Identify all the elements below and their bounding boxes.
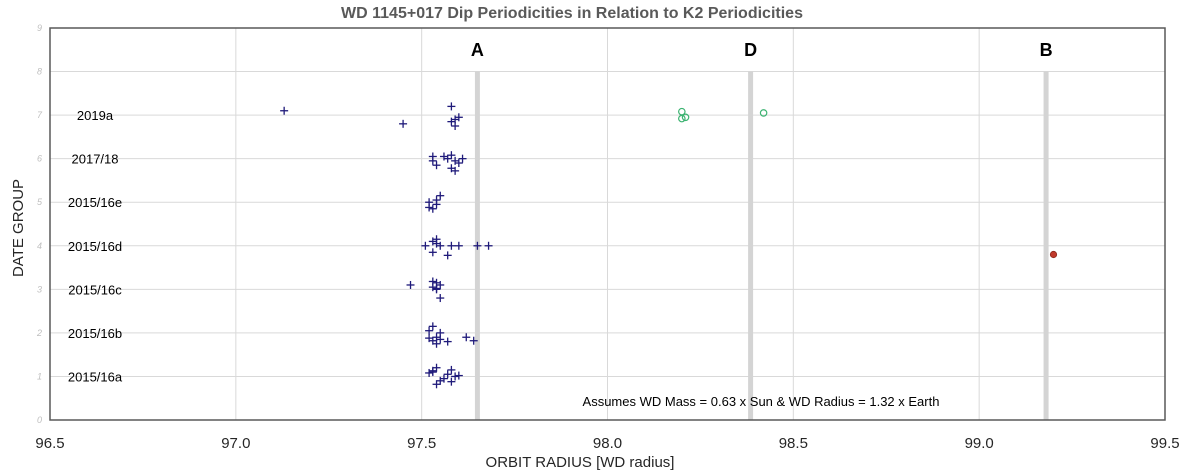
plus-marker xyxy=(443,337,452,346)
plus-marker xyxy=(469,336,478,345)
plus-marker xyxy=(443,251,452,260)
date-group-labels: 2015/16a 2015/16b 2015/16c 2015/16d 2015/16e… xyxy=(68,108,123,384)
plus-marker xyxy=(451,372,460,381)
x-tick-label: 98.0 xyxy=(593,435,622,452)
plus-marker xyxy=(399,119,408,128)
date-group-label: 2015/16a xyxy=(68,369,123,384)
plus-marker xyxy=(447,241,456,250)
date-group-label: 2015/16c xyxy=(68,282,122,297)
gridlines xyxy=(49,27,1166,421)
y-tick-label: 4 xyxy=(37,241,42,251)
plus-marker xyxy=(447,151,456,160)
y-tick-label: 5 xyxy=(37,197,43,207)
date-group-label: 2015/16e xyxy=(68,195,122,210)
date-group-label: 2019a xyxy=(77,108,114,123)
y-tick-label: 6 xyxy=(37,154,42,164)
plus-marker xyxy=(462,333,471,342)
plus-marker xyxy=(428,156,437,165)
plus-marker xyxy=(425,334,434,343)
chart-title: WD 1145+017 Dip Periodicities in Relatio… xyxy=(341,5,803,22)
plus-marker xyxy=(428,277,437,286)
plus-marker xyxy=(428,322,437,331)
x-tick-label: 99.5 xyxy=(1150,435,1179,452)
circle-marker xyxy=(681,113,690,122)
plus-marker xyxy=(280,106,289,115)
plus-marker xyxy=(425,326,434,335)
date-group-label: 2015/16b xyxy=(68,326,122,341)
plus-marker xyxy=(436,280,445,289)
plus-marker xyxy=(458,154,467,163)
y-tick-label: 8 xyxy=(37,67,42,77)
x-tick-label: 97.0 xyxy=(221,435,250,452)
plus-marker xyxy=(432,200,441,209)
circle-marker xyxy=(759,109,768,117)
plus-marker xyxy=(454,241,463,250)
x-tick-label: 97.5 xyxy=(407,435,436,452)
plus-marker xyxy=(406,280,415,289)
plus-marker xyxy=(428,204,437,213)
plus-marker xyxy=(484,241,493,250)
x-tick-label: 98.5 xyxy=(779,435,808,452)
plot-area xyxy=(49,27,1166,421)
plus-marker xyxy=(425,203,434,212)
plus-marker xyxy=(432,239,441,248)
plus-marker xyxy=(454,159,463,168)
plus-marker xyxy=(428,366,437,375)
plus-marker xyxy=(443,370,452,379)
y-axis-title: DATE GROUP xyxy=(10,179,27,277)
x-tick-label: 99.0 xyxy=(965,435,994,452)
plus-marker xyxy=(447,377,456,386)
y-tick-labels: 0 1 2 3 4 5 6 7 8 9 xyxy=(36,23,43,425)
y-tick-label: 9 xyxy=(37,23,42,33)
plus-marker xyxy=(447,102,456,111)
plus-marker xyxy=(432,284,441,293)
date-group-label: 2015/16d xyxy=(68,239,122,254)
reference-label-d: D xyxy=(744,40,757,60)
assumption-note: Assumes WD Mass = 0.63 x Sun & WD Radius… xyxy=(583,394,940,409)
x-tick-labels: 96.5 97.0 97.5 98.0 98.5 99.0 99.5 xyxy=(35,435,1179,452)
x-tick-label: 96.5 xyxy=(35,435,64,452)
plus-marker xyxy=(421,241,430,250)
reference-label-a: A xyxy=(471,40,484,60)
y-tick-label: 2 xyxy=(36,328,42,338)
reference-label-b: B xyxy=(1040,40,1053,60)
plus-marker xyxy=(454,371,463,380)
y-tick-label: 1 xyxy=(37,371,42,381)
plus-marker xyxy=(428,248,437,257)
plus-marker xyxy=(451,166,460,175)
date-group-label: 2017/18 xyxy=(72,152,119,167)
y-tick-label: 3 xyxy=(37,284,42,294)
plus-marker xyxy=(436,328,445,337)
x-axis-title: ORBIT RADIUS [WD radius] xyxy=(486,454,675,471)
plus-marker xyxy=(432,161,441,170)
dot-marker xyxy=(1049,250,1058,259)
data-points xyxy=(280,102,1058,389)
plus-marker xyxy=(451,122,460,130)
plus-marker xyxy=(436,191,445,200)
plus-marker xyxy=(432,380,441,389)
plus-marker xyxy=(473,241,482,250)
plus-marker xyxy=(454,113,463,122)
y-tick-label: 7 xyxy=(37,110,43,120)
plus-marker xyxy=(432,339,441,348)
circle-marker xyxy=(678,114,686,123)
plus-marker xyxy=(447,365,456,374)
plus-marker xyxy=(436,376,445,385)
plus-marker xyxy=(443,154,452,163)
y-tick-label: 0 xyxy=(37,415,42,425)
plus-marker xyxy=(436,294,445,303)
